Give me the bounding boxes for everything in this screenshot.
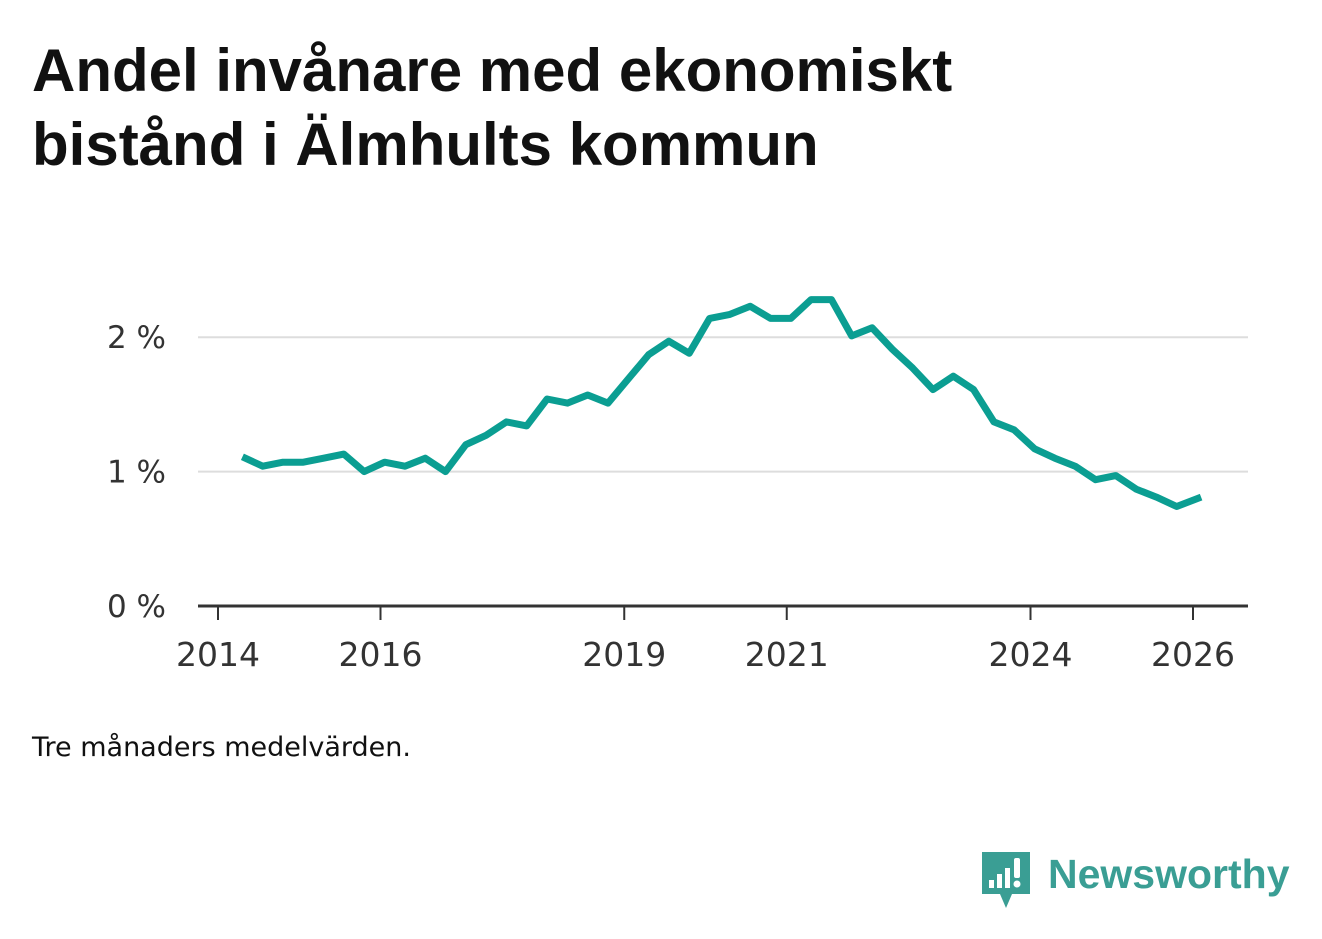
chart-title-line-2: bistånd i Älmhults kommun xyxy=(32,111,819,178)
x-tick-label: 2021 xyxy=(745,635,829,674)
x-axis-ticks: 2014 2016 2019 2021 2024 2026 xyxy=(176,606,1235,674)
y-tick-label: 0 % xyxy=(107,589,166,625)
series-line xyxy=(240,296,1203,510)
brand-name: Newsworthy xyxy=(1048,851,1290,897)
chart-title-line-1: Andel invånare med ekonomiskt xyxy=(32,37,953,104)
y-tick-label: 2 % xyxy=(107,320,166,356)
newsworthy-logo-icon xyxy=(982,852,1030,908)
x-tick-label: 2026 xyxy=(1151,635,1235,674)
x-tick-label: 2019 xyxy=(582,635,666,674)
grid-lines xyxy=(198,336,1248,473)
footnote: Tre månaders medelvärden. xyxy=(32,732,411,763)
y-tick-label: 1 % xyxy=(107,455,166,491)
series-group xyxy=(240,296,1203,510)
x-tick-label: 2014 xyxy=(176,635,260,674)
y-axis-ticks: 0 % 1 % 2 % xyxy=(107,320,166,625)
x-tick-label: 2024 xyxy=(989,635,1073,674)
x-tick-label: 2016 xyxy=(339,635,423,674)
chart-title: Andel invånare med ekonomiskt bistånd i … xyxy=(32,34,1272,182)
